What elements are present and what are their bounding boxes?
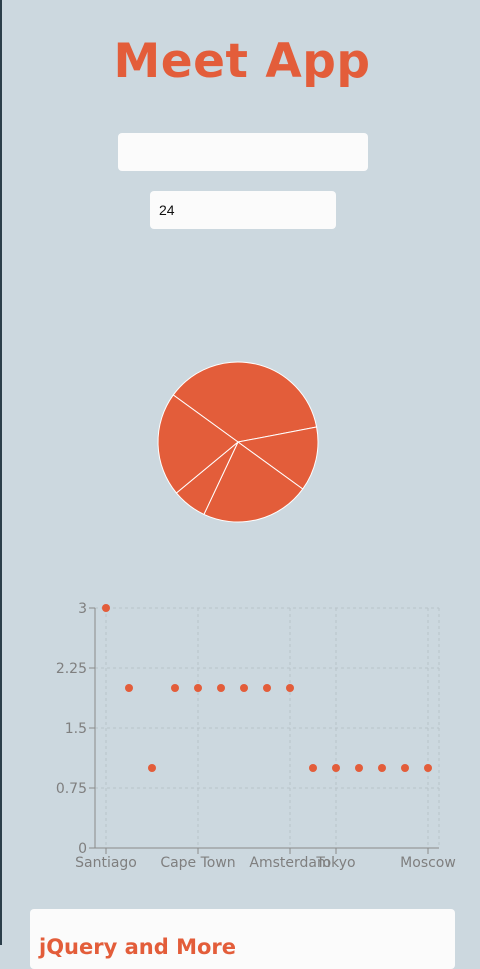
scatter-point [217, 684, 225, 692]
scatter-point [148, 764, 156, 772]
pie-slice [236, 426, 319, 490]
scatter-point [332, 764, 340, 772]
left-edge-line [0, 0, 2, 945]
genre-pie-chart [157, 361, 319, 523]
y-tick-label: 3 [78, 601, 87, 617]
events-scatter-chart: 0 0.75 1.5 2.25 3 Santiago Cape Town AmsterdamT… [56, 601, 456, 871]
scatter-point [286, 684, 294, 692]
x-tick-label: Cape Town [160, 855, 235, 871]
event-card[interactable]: jQuery and More [30, 909, 455, 969]
scatter-point [125, 684, 133, 692]
scatter-point [424, 764, 432, 772]
x-tick-label: Tokyo [315, 855, 355, 871]
scatter-point [263, 684, 271, 692]
scatter-point [355, 764, 363, 772]
pie-slice [172, 361, 318, 443]
y-tick-label: 2.25 [56, 661, 87, 677]
city-search-input[interactable] [118, 133, 368, 171]
scatter-point [401, 764, 409, 772]
pie-slice [157, 394, 239, 494]
scatter-point [240, 684, 248, 692]
scatter-point [102, 604, 110, 612]
x-tick-label: Amsterdam [249, 855, 330, 871]
page-title: Meet App [113, 34, 371, 89]
x-tick-label: Moscow [400, 855, 456, 871]
y-tick-label: 0 [78, 841, 87, 857]
scatter-point [194, 684, 202, 692]
number-of-events-input[interactable] [150, 191, 336, 229]
y-tick-label: 0.75 [56, 781, 87, 797]
scatter-point [309, 764, 317, 772]
x-tick-label: Santiago [75, 855, 137, 871]
y-tick-label: 1.5 [65, 721, 87, 737]
scatter-point [378, 764, 386, 772]
scatter-point [171, 684, 179, 692]
event-title: jQuery and More [39, 935, 236, 959]
